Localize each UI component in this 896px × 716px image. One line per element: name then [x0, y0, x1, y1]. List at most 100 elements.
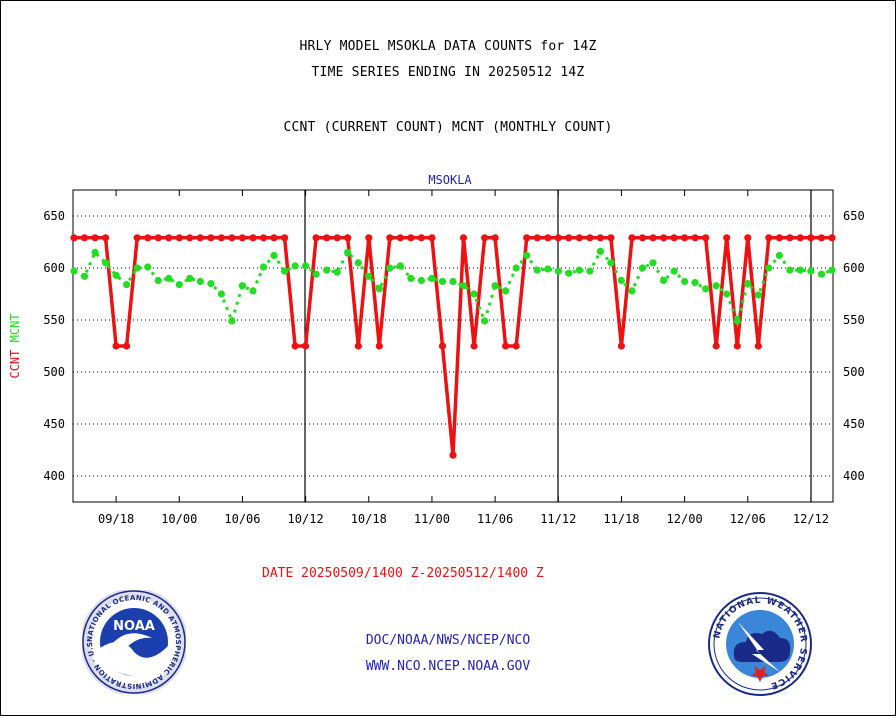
point-ccnt-47 [565, 234, 573, 242]
y-tick-left-500: 500 [43, 365, 65, 379]
point-mcnt-38 [470, 290, 478, 298]
point-ccnt-55 [649, 234, 657, 242]
point-ccnt-13 [207, 234, 215, 242]
point-mcnt-44 [533, 266, 541, 274]
point-ccnt-38 [470, 342, 478, 350]
point-mcnt-15 [228, 317, 236, 325]
point-ccnt-14 [217, 234, 225, 242]
point-mcnt-43 [523, 251, 531, 260]
point-ccnt-41 [502, 342, 510, 350]
series-group [70, 234, 836, 459]
point-mcnt-6 [133, 264, 141, 272]
point-ccnt-15 [228, 234, 236, 242]
point-ccnt-36 [449, 451, 457, 459]
point-mcnt-47 [565, 269, 573, 277]
point-mcnt-61 [712, 282, 720, 290]
point-ccnt-10 [175, 234, 183, 242]
point-mcnt-11 [186, 274, 194, 282]
point-ccnt-68 [786, 234, 794, 242]
point-mcnt-0 [70, 267, 78, 275]
point-mcnt-24 [323, 266, 331, 274]
nws-logo-icon: NATIONAL WEATHER SERVICE [708, 592, 812, 696]
point-ccnt-46 [554, 234, 562, 242]
point-mcnt-65 [754, 291, 762, 299]
point-mcnt-57 [670, 267, 678, 275]
point-mcnt-16 [238, 282, 246, 290]
point-mcnt-5 [123, 281, 131, 289]
point-ccnt-23 [312, 234, 320, 242]
point-ccnt-6 [133, 234, 141, 242]
point-ccnt-26 [344, 234, 352, 242]
point-ccnt-56 [660, 234, 668, 242]
point-mcnt-72 [828, 266, 836, 274]
point-mcnt-31 [396, 262, 404, 270]
point-mcnt-9 [165, 274, 173, 282]
point-mcnt-4 [112, 271, 120, 279]
point-ccnt-57 [670, 234, 678, 242]
noaa-logo-icon: NATIONAL OCEANIC AND ATMOSPHERIC ADMINIS… [82, 590, 186, 694]
point-mcnt-51 [607, 259, 615, 267]
y-tick-right-450: 450 [843, 417, 865, 431]
point-ccnt-25 [333, 234, 341, 242]
x-tick-label-0: 09/18 [98, 512, 134, 526]
point-ccnt-65 [754, 342, 762, 350]
point-ccnt-4 [112, 342, 120, 350]
point-ccnt-32 [407, 234, 415, 242]
point-ccnt-49 [586, 234, 594, 242]
y-ticks: 400 400 450 450 500 500 550 550 600 600 650 650 [43, 209, 864, 483]
point-ccnt-66 [765, 234, 773, 242]
point-mcnt-49 [586, 267, 594, 275]
y-tick-right-550: 550 [843, 313, 865, 327]
point-ccnt-40 [491, 234, 499, 242]
point-mcnt-67 [775, 251, 784, 260]
point-ccnt-16 [238, 234, 246, 242]
point-ccnt-28 [365, 234, 373, 242]
point-mcnt-2 [91, 248, 99, 256]
x-tick-label-8: 11/18 [603, 512, 639, 526]
y-tick-left-550: 550 [43, 313, 65, 327]
point-ccnt-20 [281, 234, 289, 242]
point-ccnt-37 [459, 234, 468, 242]
point-mcnt-56 [660, 276, 668, 285]
point-ccnt-42 [512, 342, 520, 350]
point-ccnt-12 [196, 234, 204, 242]
plot-border [72, 189, 834, 503]
point-mcnt-10 [175, 281, 183, 289]
point-mcnt-40 [491, 282, 499, 290]
point-mcnt-19 [270, 251, 278, 260]
x-tick-label-7: 11/12 [540, 512, 576, 526]
x-tick-label-1: 10/00 [161, 512, 197, 526]
point-ccnt-64 [744, 234, 752, 242]
point-mcnt-12 [196, 277, 204, 286]
point-ccnt-53 [628, 234, 636, 242]
point-ccnt-9 [165, 234, 173, 242]
point-ccnt-44 [533, 234, 541, 242]
point-mcnt-63 [733, 317, 741, 325]
point-mcnt-71 [817, 270, 826, 278]
y-axis-label: CCNT MCNT [8, 313, 22, 378]
point-mcnt-21 [291, 262, 299, 270]
point-ccnt-51 [607, 234, 615, 242]
point-ccnt-31 [396, 234, 404, 242]
point-mcnt-58 [681, 277, 689, 286]
point-ccnt-34 [428, 234, 436, 242]
series-mcnt [70, 247, 836, 325]
y-tick-left-450: 450 [43, 417, 65, 431]
chart-title-line2: TIME SERIES ENDING IN 20250512 14Z [311, 65, 585, 80]
x-tick-label-3: 10/12 [288, 512, 324, 526]
point-mcnt-48 [575, 266, 583, 274]
point-ccnt-60 [702, 234, 710, 242]
y-tick-left-650: 650 [43, 209, 65, 223]
point-mcnt-7 [144, 263, 152, 271]
point-mcnt-23 [312, 270, 320, 278]
point-mcnt-55 [649, 259, 657, 267]
point-mcnt-62 [723, 290, 731, 298]
y-tick-right-400: 400 [843, 469, 865, 483]
point-ccnt-11 [186, 234, 194, 242]
point-mcnt-36 [449, 277, 457, 286]
y-tick-left-400: 400 [43, 469, 65, 483]
point-ccnt-59 [691, 234, 699, 242]
point-ccnt-8 [154, 234, 162, 242]
point-mcnt-25 [333, 268, 341, 276]
point-ccnt-24 [323, 234, 331, 242]
